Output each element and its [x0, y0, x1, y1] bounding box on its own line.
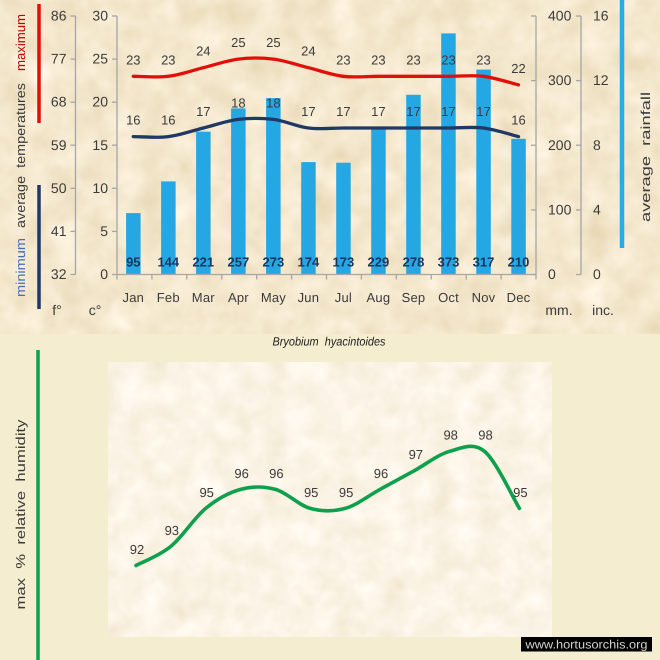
svg-text:18: 18: [231, 95, 245, 110]
svg-text:12: 12: [593, 72, 609, 88]
svg-text:16: 16: [161, 113, 175, 128]
svg-text:77: 77: [51, 51, 67, 67]
svg-text:Nov: Nov: [472, 290, 496, 305]
svg-text:92: 92: [130, 542, 144, 557]
svg-text:25: 25: [92, 51, 108, 67]
svg-text:30: 30: [92, 8, 108, 24]
svg-text:inc.: inc.: [592, 302, 614, 318]
svg-text:0: 0: [548, 266, 556, 282]
svg-text:10: 10: [92, 180, 108, 196]
svg-text:15: 15: [92, 137, 108, 153]
svg-text:95: 95: [304, 485, 318, 500]
svg-text:229: 229: [368, 255, 390, 270]
svg-text:144: 144: [157, 255, 179, 270]
svg-text:273: 273: [263, 255, 285, 270]
svg-text:0: 0: [100, 266, 108, 282]
svg-text:23: 23: [406, 52, 420, 67]
svg-text:59: 59: [51, 137, 67, 153]
svg-text:17: 17: [301, 104, 315, 119]
svg-text:210: 210: [508, 255, 530, 270]
svg-text:200: 200: [548, 137, 572, 153]
svg-text:174: 174: [298, 255, 320, 270]
svg-text:24: 24: [196, 44, 210, 59]
svg-text:32: 32: [51, 266, 67, 282]
svg-text:23: 23: [126, 52, 140, 67]
svg-text:May: May: [261, 290, 286, 305]
svg-text:95: 95: [513, 485, 527, 500]
svg-text:173: 173: [333, 255, 355, 270]
svg-text:50: 50: [51, 180, 67, 196]
svg-text:17: 17: [476, 104, 490, 119]
svg-text:Oct: Oct: [438, 290, 459, 305]
svg-text:86: 86: [51, 8, 67, 24]
svg-text:317: 317: [473, 255, 495, 270]
svg-text:Aug: Aug: [367, 290, 391, 305]
svg-text:23: 23: [336, 52, 350, 67]
svg-text:257: 257: [228, 255, 250, 270]
svg-text:22: 22: [511, 61, 525, 76]
svg-text:average rainfall: average rainfall: [638, 92, 653, 222]
svg-text:373: 373: [438, 255, 460, 270]
svg-text:average temperatures: average temperatures: [13, 82, 28, 228]
svg-text:23: 23: [371, 52, 385, 67]
svg-text:maximum: maximum: [13, 14, 28, 71]
svg-text:100: 100: [548, 201, 572, 217]
svg-text:96: 96: [374, 466, 388, 481]
svg-text:mm.: mm.: [545, 302, 572, 318]
svg-text:96: 96: [269, 466, 283, 481]
svg-text:17: 17: [441, 104, 455, 119]
svg-text:8: 8: [593, 137, 601, 153]
svg-text:93: 93: [165, 523, 179, 538]
svg-text:minimum: minimum: [13, 238, 28, 297]
svg-text:max % relative humidity: max % relative humidity: [13, 419, 28, 610]
svg-text:23: 23: [161, 52, 175, 67]
svg-text:25: 25: [266, 35, 280, 50]
svg-text:Sep: Sep: [402, 290, 426, 305]
svg-text:Jan: Jan: [123, 290, 145, 305]
svg-text:16: 16: [511, 113, 525, 128]
svg-text:41: 41: [51, 223, 67, 239]
svg-text:f°: f°: [52, 302, 62, 318]
svg-text:25: 25: [231, 35, 245, 50]
svg-text:16: 16: [593, 8, 609, 24]
svg-text:Jun: Jun: [298, 290, 320, 305]
svg-text:20: 20: [92, 94, 108, 110]
svg-text:98: 98: [443, 428, 457, 443]
svg-text:17: 17: [406, 104, 420, 119]
svg-text:17: 17: [371, 104, 385, 119]
svg-text:5: 5: [100, 223, 108, 239]
svg-text:Dec: Dec: [507, 290, 531, 305]
svg-text:17: 17: [196, 104, 210, 119]
svg-text:Apr: Apr: [228, 290, 249, 305]
svg-text:Mar: Mar: [192, 290, 215, 305]
svg-text:300: 300: [548, 72, 572, 88]
svg-text:c°: c°: [89, 302, 102, 318]
svg-text:18: 18: [266, 95, 280, 110]
svg-text:Feb: Feb: [157, 290, 180, 305]
svg-text:23: 23: [441, 52, 455, 67]
svg-text:95: 95: [339, 485, 353, 500]
svg-text:97: 97: [409, 447, 423, 462]
svg-text:0: 0: [593, 266, 601, 282]
svg-text:95: 95: [126, 255, 140, 270]
svg-text:96: 96: [234, 466, 248, 481]
svg-text:24: 24: [301, 44, 315, 59]
svg-text:68: 68: [51, 94, 67, 110]
svg-text:Bryobium hyacintoides: Bryobium hyacintoides: [273, 335, 386, 349]
svg-text:278: 278: [403, 255, 425, 270]
svg-text:16: 16: [126, 113, 140, 128]
svg-text:98: 98: [478, 428, 492, 443]
svg-text:400: 400: [548, 8, 572, 24]
svg-text:95: 95: [199, 485, 213, 500]
svg-text:4: 4: [593, 201, 601, 217]
svg-text:Jul: Jul: [335, 290, 352, 305]
svg-text:www.hortusorchis.org: www.hortusorchis.org: [524, 638, 647, 652]
svg-text:17: 17: [336, 104, 350, 119]
svg-text:23: 23: [476, 52, 490, 67]
svg-text:221: 221: [192, 255, 214, 270]
